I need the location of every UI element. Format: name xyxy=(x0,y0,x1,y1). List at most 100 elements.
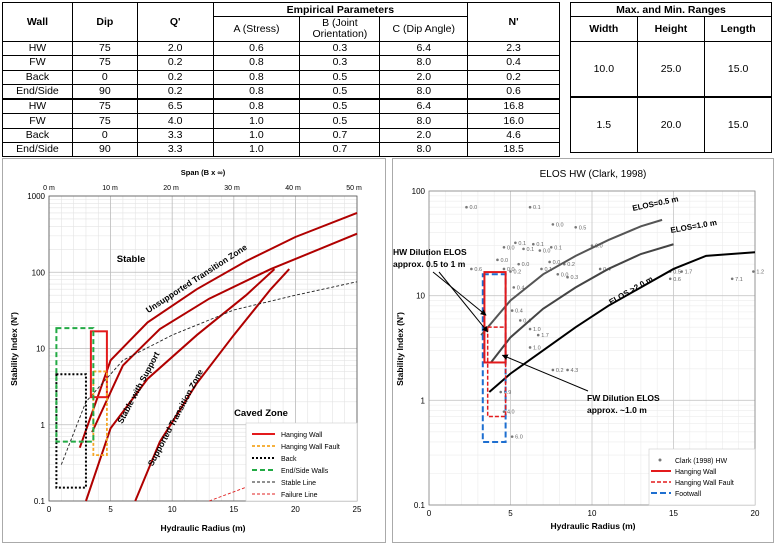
x-tick-label: 5 xyxy=(108,505,113,514)
data-point xyxy=(574,225,577,229)
range-cell: 15.0 xyxy=(704,41,772,98)
data-point xyxy=(548,260,551,264)
data-point-label: 0.3 xyxy=(571,275,579,281)
data-point-label: 0.0 xyxy=(469,205,477,211)
data-point-label: 0.9 xyxy=(504,390,512,396)
annotation-hw: HW Dilution ELOS xyxy=(393,247,467,257)
annotation-arrow xyxy=(501,354,589,392)
table-cell: 8.0 xyxy=(379,83,469,100)
legend-label: Hanging Wall Fault xyxy=(281,444,340,451)
legend: Clark (1998) HW Hanging Wall Hanging Wall … xyxy=(648,448,756,506)
x-tick-label: 0 xyxy=(427,509,432,518)
legend-label: Stable Line xyxy=(281,480,316,487)
table-row: FW 75 0.2 0.8 0.3 8.0 0.4 xyxy=(2,55,560,71)
table-cell: HW xyxy=(2,40,73,57)
header-c: C (Dip Angle) xyxy=(379,16,469,42)
data-point-label: 7.1 xyxy=(735,277,743,283)
table-cell: 0 xyxy=(71,127,138,144)
data-point-label: 0.1 xyxy=(554,245,562,251)
table-cell: 6.4 xyxy=(379,40,469,57)
main-table-body: HW 75 2.0 0.6 0.3 6.4 2.3 FW 75 0.2 0.8 0.3 8.0 0.4 Ba… xyxy=(2,40,560,158)
table-row: Back 0 3.3 1.0 0.7 2.0 4.6 xyxy=(2,127,560,144)
elos-graph-panel: 0 5 10 15 20 100 10 1 0.1 ELOS HW (Clark, 1998) Hy… xyxy=(392,158,774,543)
data-point-label: 0.0 xyxy=(561,272,569,278)
table-cell: 0.4 xyxy=(467,55,560,71)
table-cell: 0.5 xyxy=(299,98,381,115)
table-cell: 0.8 xyxy=(212,55,301,71)
table-cell: 0.2 xyxy=(136,55,214,71)
table-cell: 0.8 xyxy=(212,98,301,115)
table-cell: 0.3 xyxy=(299,40,381,57)
legend-frame xyxy=(245,422,358,502)
table-cell: 0.6 xyxy=(467,83,560,100)
table-cell: 75 xyxy=(71,55,138,71)
table-cell: 2.0 xyxy=(379,69,469,85)
range-cell: 1.5 xyxy=(570,96,638,153)
legend-label: Clark (1998) HW xyxy=(675,458,728,465)
data-point-label: 0.5 xyxy=(579,225,587,231)
chart-title: ELOS HW (Clark, 1998) xyxy=(540,169,647,180)
data-point-label: 0.1 xyxy=(533,205,541,211)
data-point xyxy=(532,242,535,246)
range-cell: 25.0 xyxy=(636,41,706,98)
curve-unsupported-transition-lower xyxy=(91,232,358,433)
data-point-label: 0.0 xyxy=(507,245,515,251)
range-cell: 15.0 xyxy=(704,96,772,153)
ranges-title: Max. and Min. Ranges xyxy=(570,2,772,17)
plot-frame xyxy=(48,195,358,502)
table-cell: 6.4 xyxy=(379,98,469,115)
data-point xyxy=(551,368,555,372)
table-cell: 0.5 xyxy=(299,69,381,85)
y-tick-label: 0.1 xyxy=(414,501,426,510)
header-q: Q' xyxy=(136,2,214,42)
y-axis-title: Stability Index (N') xyxy=(9,312,19,386)
data-point-label: 0.0 xyxy=(507,267,515,273)
header-a: A (Stress) xyxy=(212,16,301,42)
data-point xyxy=(752,270,755,273)
data-point xyxy=(556,273,560,276)
data-point xyxy=(514,241,517,245)
header-b: B (Joint Orientation) xyxy=(299,16,381,42)
curve-unsupported-transition-upper xyxy=(78,211,358,449)
top-tick-label: 0 m xyxy=(43,185,55,192)
table-cell: 1.0 xyxy=(212,142,301,158)
data-point xyxy=(538,249,542,252)
table-cell: 0.5 xyxy=(299,113,381,129)
y-tick-label: 1000 xyxy=(27,192,45,201)
table-cell: 75 xyxy=(71,113,138,129)
data-point-label: 1.2 xyxy=(756,270,764,276)
data-point xyxy=(517,262,520,266)
data-point-label: 0.2 xyxy=(567,262,575,268)
elos-graph: 0 5 10 15 20 100 10 1 0.1 ELOS HW (Clark, 1998) Hy… xyxy=(393,169,764,531)
table-cell: 0.2 xyxy=(136,83,214,100)
table-cell: 4.0 xyxy=(136,113,214,129)
x-tick-label: 20 xyxy=(751,509,760,518)
x-tick-label: 20 xyxy=(291,505,300,514)
data-point xyxy=(510,435,514,438)
table-cell: 2.0 xyxy=(136,40,214,57)
x-tick-label: 15 xyxy=(669,509,678,518)
table-cell: 8.0 xyxy=(379,142,469,158)
legend-swatch xyxy=(658,458,662,462)
top-tick-label: 40 m xyxy=(285,185,301,192)
x-tick-label: 10 xyxy=(168,505,177,514)
data-point-label: 1.0 xyxy=(533,345,541,351)
data-point-label: 1.7 xyxy=(685,270,693,276)
stability-graph: 0 5 10 15 20 25 1000 100 10 1 0.1 0 m 10 m 20 m 30 m 40… xyxy=(9,168,362,533)
table-cell: 2.0 xyxy=(379,127,469,144)
legend-label: Back xyxy=(281,456,297,463)
table-cell: 0.2 xyxy=(136,69,214,85)
table-cell: Back xyxy=(2,127,73,144)
table-cell: 3.3 xyxy=(136,142,214,158)
data-point xyxy=(551,223,555,226)
table-cell: 75 xyxy=(71,40,138,57)
table-cell: 1.0 xyxy=(212,113,301,129)
y-tick-label: 1 xyxy=(41,421,46,430)
table-cell: 4.6 xyxy=(467,127,560,144)
box-hanging-wall-fault xyxy=(486,326,507,418)
table-cell: 3.3 xyxy=(136,127,214,144)
curve-supported-transition-limit xyxy=(134,268,290,502)
table-cell: 0.7 xyxy=(299,142,381,158)
data-point-label: 1.7 xyxy=(541,333,549,339)
zone-label-supported: Supported Transition Zone xyxy=(146,367,206,467)
